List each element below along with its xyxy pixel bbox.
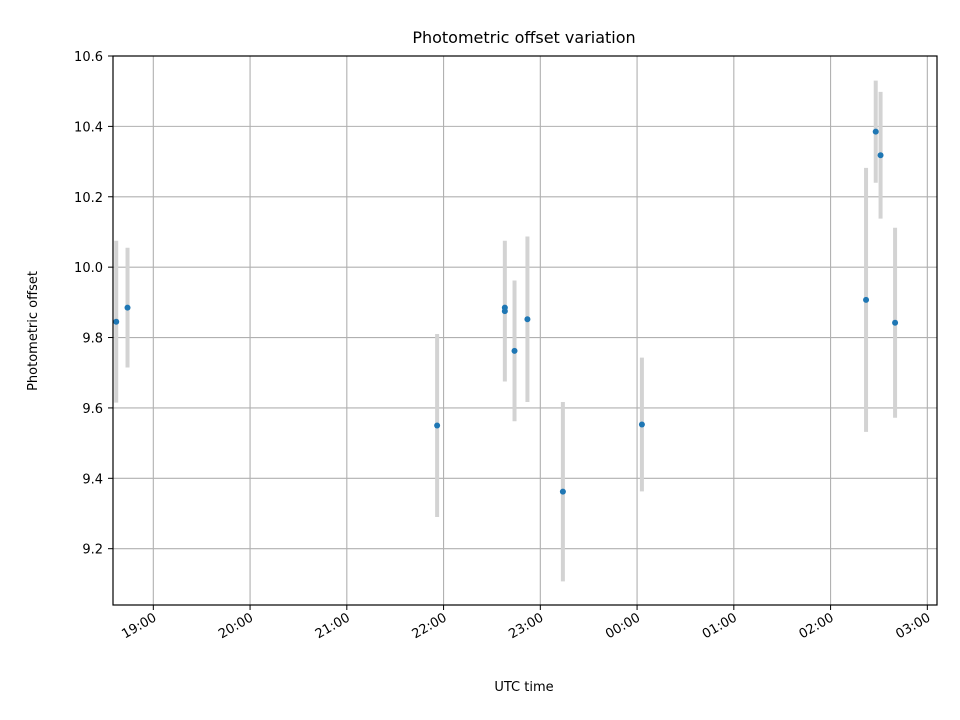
y-axis-label: Photometric offset <box>26 271 41 391</box>
y-tick-label: 10.4 <box>74 120 103 135</box>
x-axis-label: UTC time <box>494 680 553 695</box>
x-ticks: 19:00 20:00 21:00 22:00 23:00 00:00 01:00 02:00… <box>119 605 933 642</box>
data-point <box>892 319 899 326</box>
y-tick-label: 9.2 <box>82 543 103 558</box>
x-tick-label: 01:00 <box>700 610 740 642</box>
data-point <box>124 304 131 311</box>
x-tick-label: 23:00 <box>506 610 546 642</box>
data-point <box>872 128 879 135</box>
plot-frame <box>112 55 938 606</box>
data-point <box>877 152 884 159</box>
data-point <box>524 316 531 323</box>
y-ticks: 9.2 9.4 9.6 9.8 10.0 10.2 10.4 10.6 <box>74 50 113 558</box>
data-point <box>863 296 870 303</box>
x-tick-label: 02:00 <box>797 610 837 642</box>
x-tick-label: 00:00 <box>603 610 643 642</box>
y-tick-label: 9.6 <box>82 402 103 417</box>
data-point <box>511 347 518 354</box>
gridlines <box>113 55 937 605</box>
y-tick-label: 10.2 <box>74 191 103 206</box>
y-tick-label: 9.8 <box>82 332 103 347</box>
x-tick-label: 20:00 <box>216 610 256 642</box>
y-tick-label: 9.4 <box>82 472 103 487</box>
data-point <box>559 488 566 495</box>
data-point <box>113 318 120 325</box>
x-tick-label: 21:00 <box>313 610 353 642</box>
chart-title: Photometric offset variation <box>412 28 635 47</box>
y-tick-label: 10.0 <box>74 261 103 276</box>
x-tick-label: 03:00 <box>893 610 933 642</box>
y-tick-label: 10.6 <box>74 50 103 65</box>
data-point <box>501 304 508 311</box>
data-point <box>434 422 441 429</box>
error-bars <box>114 80 898 582</box>
data-points <box>113 128 899 495</box>
data-point <box>638 421 645 428</box>
x-tick-label: 19:00 <box>119 610 159 642</box>
x-tick-label: 22:00 <box>410 610 450 642</box>
